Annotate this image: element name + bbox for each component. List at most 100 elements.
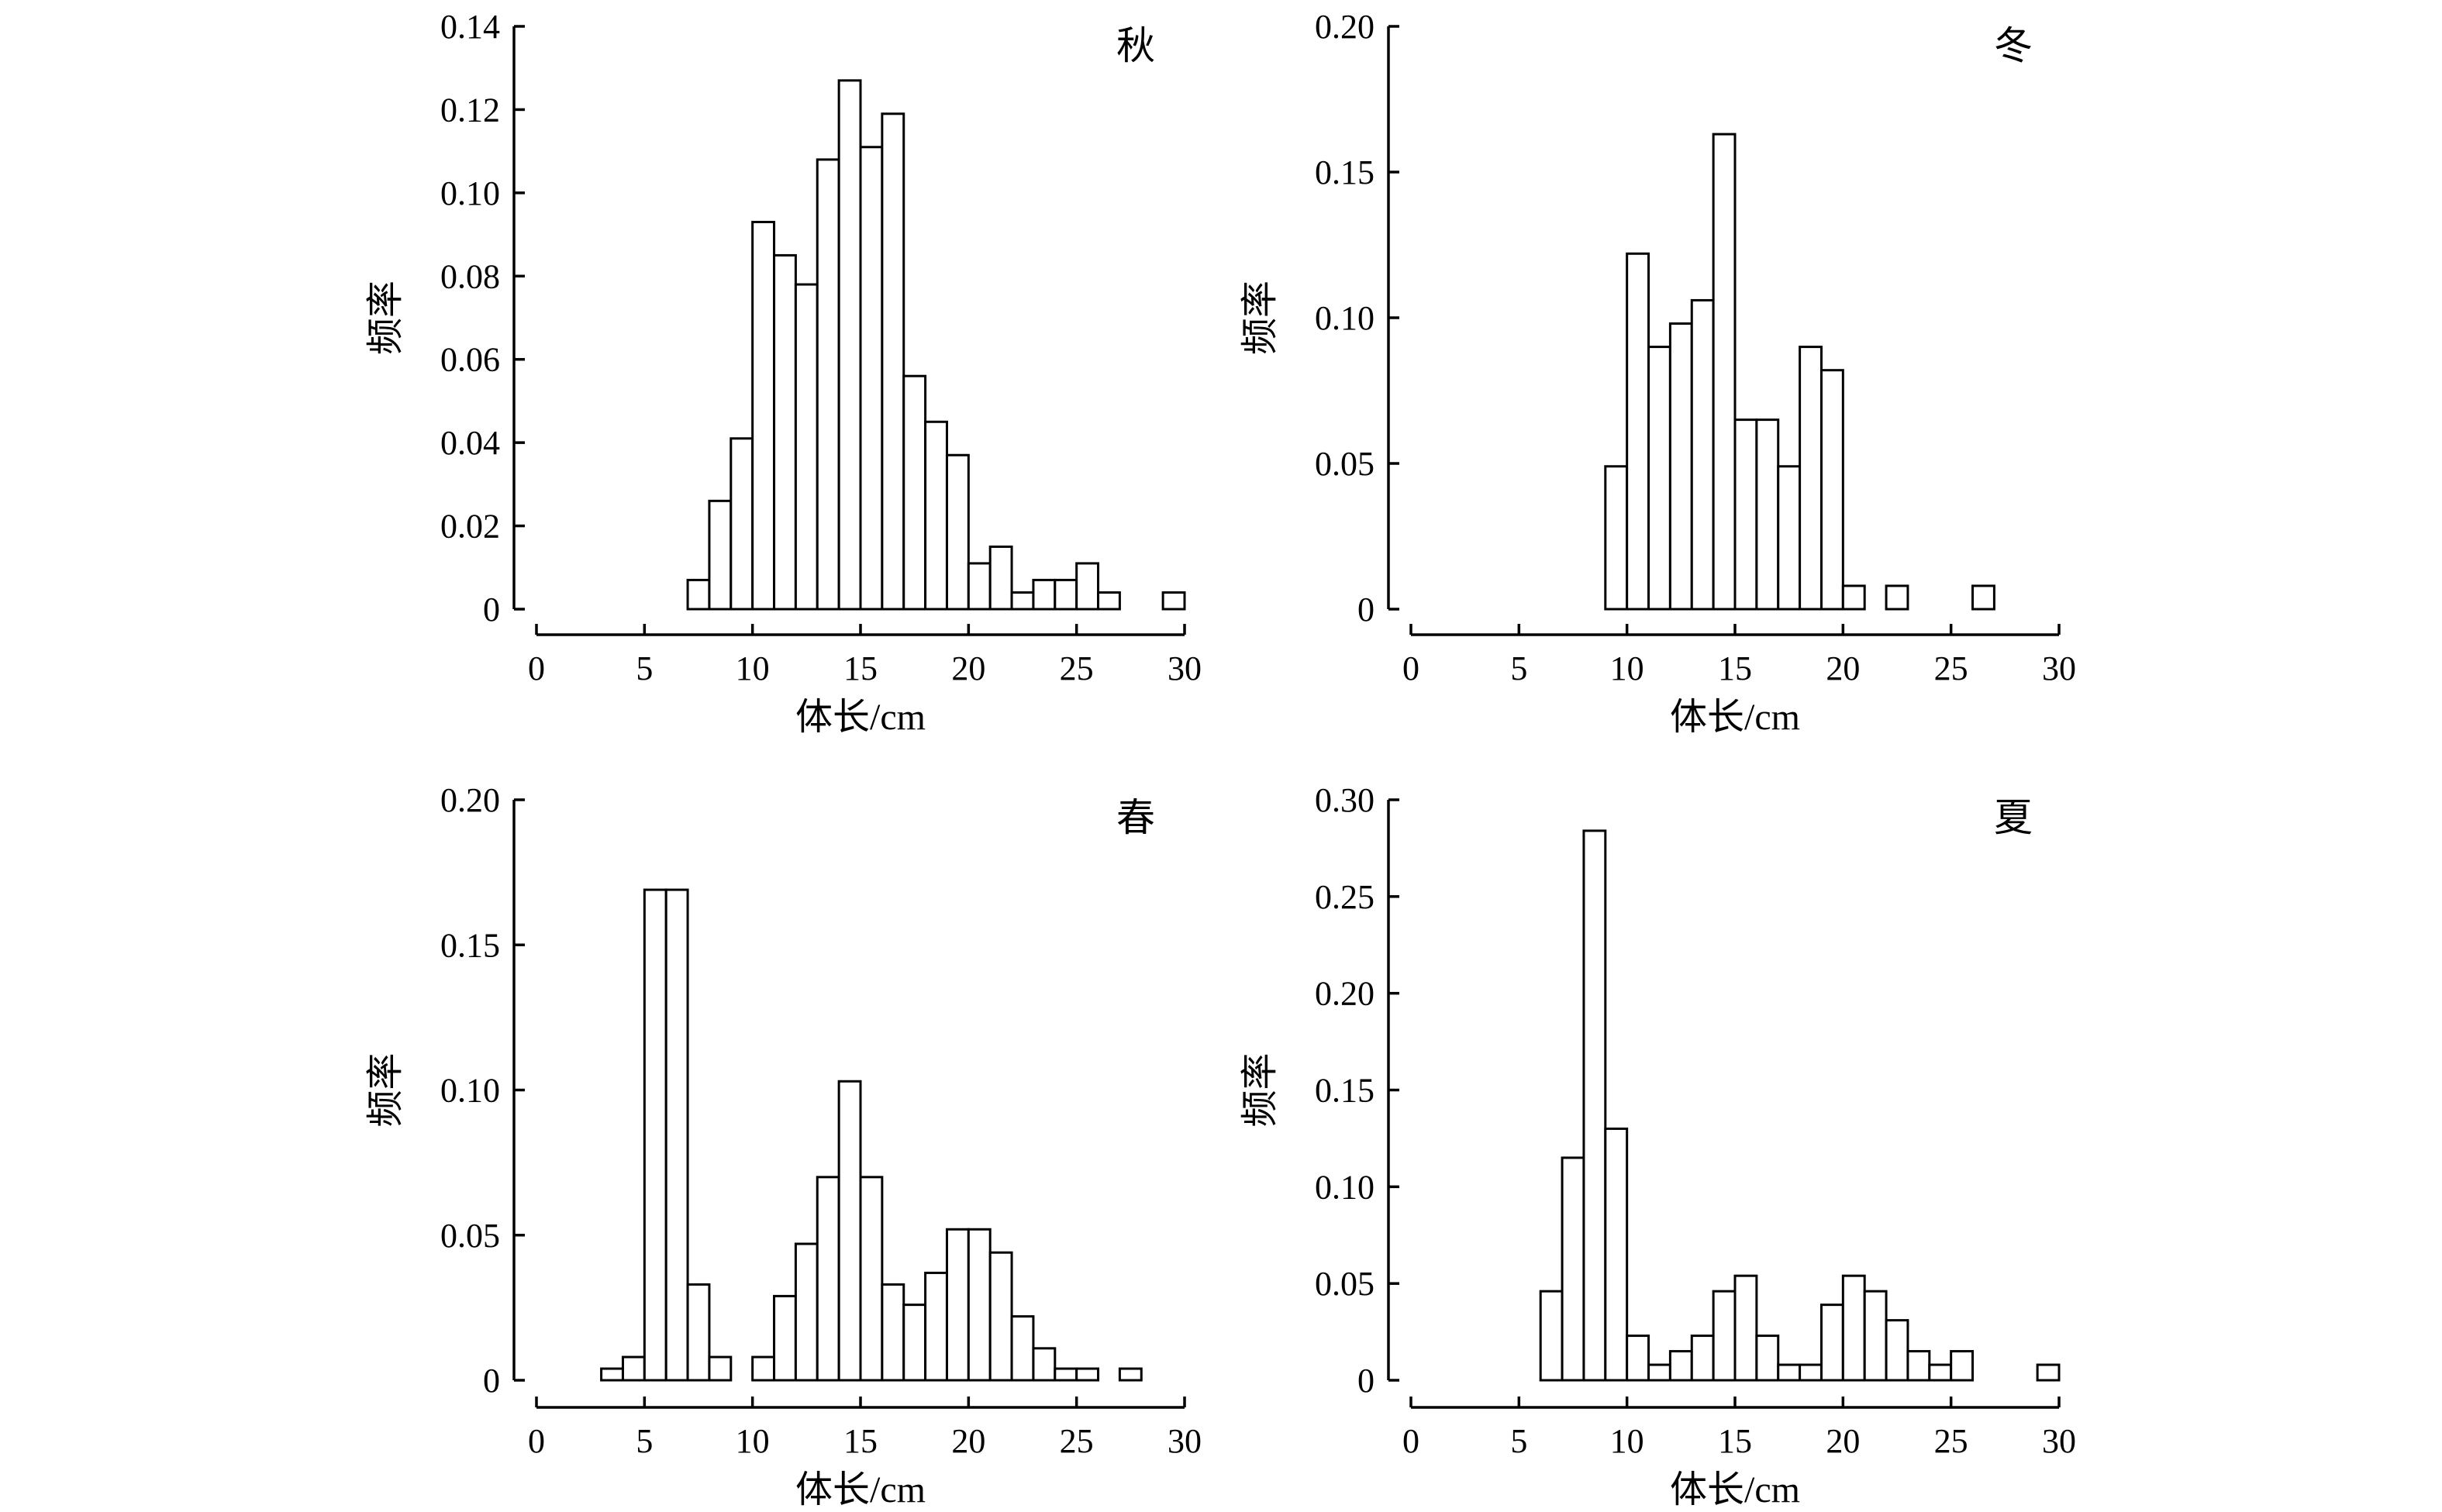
histogram-panel-winter: 冬 频率 体长/cm 0 0.05 0.10 0.15 0.20 0 5 10 15 20 25 30 [1240,8,2076,738]
histogram-bar [1690,298,1715,611]
histogram-bar [902,374,927,611]
x-tick-label: 10 [1610,1422,1644,1460]
x-tick-label: 30 [2042,649,2076,687]
histogram-bar [773,253,797,611]
histogram-bar [1582,829,1607,1382]
y-tick-label: 0 [483,591,500,629]
y-tick-label: 0.05 [1315,445,1374,483]
histogram-bar [859,146,884,611]
histogram-panel-autumn: 秋 频率 体长/cm 0 0.02 0.04 0.06 0.08 0.10 0.12 0.14… [365,8,1202,738]
y-tick-label: 0.06 [440,341,500,379]
histogram-bar [859,1176,884,1382]
histogram-bar [1712,133,1737,611]
histogram-bar [643,888,667,1382]
histogram-bar [1054,578,1078,611]
histogram-bar [988,545,1013,611]
histogram-bar [1604,465,1629,611]
y-tick-label: 0.20 [1315,975,1374,1013]
histogram-bar [1755,418,1780,611]
histogram-bar [881,1283,905,1382]
histogram-bar [967,562,992,611]
y-tick-label: 0.25 [1315,878,1374,916]
x-tick-label: 5 [636,649,653,687]
y-axis-title: 频率 [1240,281,1281,355]
histogram-bar [1690,1335,1715,1382]
x-tick-label: 20 [951,1422,985,1460]
histogram-bar [1950,1350,1975,1382]
histogram-bar [1032,578,1057,611]
x-tick-label: 30 [2042,1422,2076,1460]
histogram-bar [1561,1156,1585,1382]
y-axis-title: 频率 [1240,1052,1281,1127]
histogram-bar [1054,1367,1078,1382]
y-tick-label: 0.08 [440,257,500,295]
histogram-bar [1863,1290,1888,1382]
x-tick-label: 5 [636,1422,653,1460]
histogram-bar [1647,346,1671,611]
x-tick-label: 0 [528,649,545,687]
histogram-bar [708,499,733,611]
x-tick-label: 25 [1934,649,1968,687]
x-tick-label: 20 [951,649,985,687]
panel-title: 秋 [1116,24,1155,67]
y-axis-title: 频率 [365,1052,406,1127]
x-axis-title: 体长/cm [795,1469,926,1510]
bars [686,79,1186,611]
histogram-bar [924,420,948,611]
y-tick-label: 0.30 [1315,781,1374,819]
y-tick-label: 0.10 [1315,299,1374,337]
histogram-bar [967,1228,992,1382]
y-tick-label: 0 [1357,591,1374,629]
histogram-bar [2036,1363,2061,1382]
histogram-bar [600,1367,624,1382]
y-tick-label: 0.15 [1315,1072,1374,1110]
x-axis-title: 体长/cm [795,697,926,738]
x-tick-label: 15 [843,649,878,687]
y-axis-title: 频率 [365,281,406,355]
x-axis-title: 体长/cm [1670,1469,1800,1510]
y-tick-label: 0.15 [1315,153,1374,191]
histogram-bar [1075,562,1100,611]
x-tick-label: 5 [1510,649,1527,687]
x-tick-label: 15 [1718,649,1752,687]
y-tick-label: 0 [483,1362,500,1400]
bars [1604,133,1995,611]
histogram-bar [837,79,862,611]
histogram-bar [751,1355,776,1382]
histogram-bar [1539,1290,1564,1382]
y-tick-label: 0.10 [1315,1168,1374,1206]
bars [1539,829,2061,1382]
histogram-bar [621,1355,646,1382]
histogram-bar [924,1271,948,1382]
y-tick-label: 0.05 [440,1217,500,1255]
x-tick-label: 0 [1402,649,1419,687]
histogram-bar [1885,584,1909,611]
y-tick-label: 0.12 [440,91,500,129]
x-tick-label: 10 [736,1422,770,1460]
x-tick-label: 25 [1934,1422,1968,1460]
x-tick-label: 15 [843,1422,878,1460]
histogram-bar [837,1080,862,1382]
y-tick-label: 0.10 [440,1072,500,1110]
histogram-bar [1777,465,1802,611]
histogram-bar [1906,1350,1931,1382]
x-tick-label: 0 [528,1422,545,1460]
y-tick-label: 0.15 [440,926,500,964]
histogram-panel-spring: 春 频率 体长/cm 0 0.05 0.10 0.15 0.20 0 5 10 15 20 25 30 [365,781,1202,1510]
histogram-bar [1647,1363,1671,1382]
histogram-bar [988,1251,1013,1382]
histogram-bar [945,453,970,611]
histogram-bar [1161,591,1186,611]
x-tick-label: 10 [736,649,770,687]
histogram-bar [1626,1335,1650,1382]
x-tick-label: 15 [1718,1422,1752,1460]
x-tick-label: 25 [1060,649,1094,687]
histogram-bar [1928,1363,1953,1382]
y-tick-label: 0.05 [1315,1265,1374,1303]
histogram-bar [1010,591,1035,611]
y-tick-label: 0.10 [440,174,500,212]
y-tick-label: 0.02 [440,508,500,546]
histogram-bar [1799,1363,1823,1382]
x-tick-label: 10 [1610,649,1644,687]
